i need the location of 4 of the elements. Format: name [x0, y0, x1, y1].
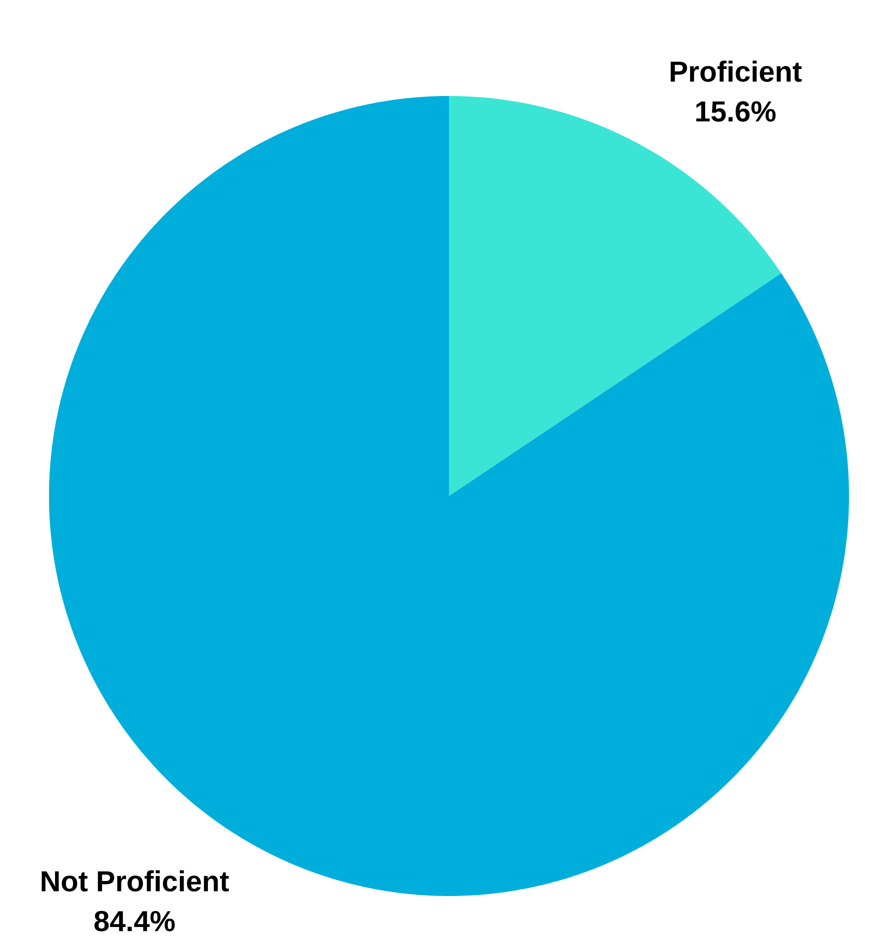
slice-label: Not Proficient	[42, 870, 229, 892]
slice-label: Proficient	[670, 60, 802, 82]
data-label: 15.6%	[696, 101, 776, 122]
data-label: 84.4%	[94, 910, 175, 932]
